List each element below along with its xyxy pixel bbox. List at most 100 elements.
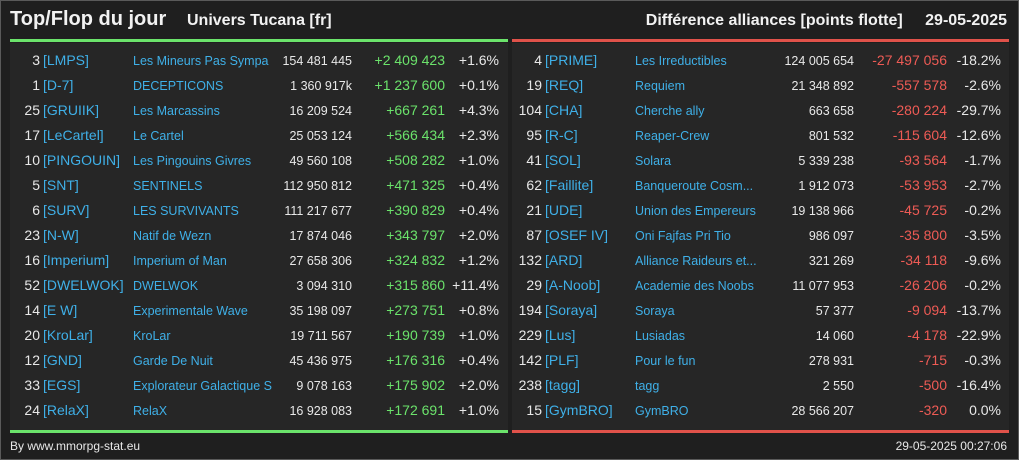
alliance-tag-link[interactable]: [REQ]	[545, 77, 584, 93]
rank-cell: 33	[24, 377, 40, 393]
points-cell: 1 360 917k	[290, 79, 352, 93]
table-row: 29 [A-Noob] Academie des Noobs 11 077 953 -2…	[512, 273, 1009, 298]
alliance-tag-link[interactable]: [SURV]	[43, 202, 90, 218]
alliance-tag-link[interactable]: [SOL]	[545, 152, 581, 168]
alliance-name-link[interactable]: DWELWOK	[133, 279, 199, 293]
diff-cell: +471 325	[386, 177, 445, 193]
alliance-name-link[interactable]: Explorateur Galactique S	[133, 379, 272, 393]
alliance-name-link[interactable]: Solara	[635, 154, 672, 168]
alliance-name-link[interactable]: GymBRO	[635, 404, 689, 418]
alliance-name-link[interactable]: Les Mineurs Pas Sympa	[133, 54, 269, 68]
table-row: 52 [DWELWOK] DWELWOK 3 094 310 +315 860 +11.4…	[10, 273, 508, 298]
diff-cell: -320	[918, 402, 947, 418]
alliance-name-link[interactable]: Union des Empereurs	[635, 204, 756, 218]
points-cell: 5 339 238	[798, 154, 854, 168]
alliance-name-link[interactable]: Experimentale Wave	[133, 304, 248, 318]
table-row: 95 [R-C] Reaper-Crew 801 532 -115 604 -12.6%	[512, 123, 1009, 148]
diff-cell: -115 604	[892, 127, 947, 143]
alliance-tag-link[interactable]: [D-7]	[43, 77, 74, 93]
alliance-tag-link[interactable]: [SNT]	[43, 177, 79, 193]
alliance-tag-link[interactable]: [UDE]	[545, 202, 583, 218]
alliance-name-link[interactable]: Garde De Nuit	[133, 354, 213, 368]
table-row: 238 [tagg] tagg 2 550 -500 -16.4%	[512, 373, 1009, 398]
diff-cell: -715	[918, 352, 947, 368]
table-row: 20 [KroLar] KroLar 19 711 567 +190 739 +1.0%	[10, 323, 508, 348]
rank-cell: 194	[518, 302, 542, 318]
alliance-name-link[interactable]: tagg	[635, 379, 660, 393]
alliance-name-link[interactable]: Les Marcassins	[133, 104, 220, 118]
alliance-name-link[interactable]: Oni Fajfas Pri Tio	[635, 229, 731, 243]
alliance-name-link[interactable]: Soraya	[635, 304, 675, 318]
alliance-tag-link[interactable]: [KroLar]	[43, 327, 93, 343]
universe-label: Univers Tucana [fr]	[187, 12, 332, 29]
rank-cell: 25	[24, 102, 40, 118]
alliance-name-link[interactable]: RelaX	[133, 404, 168, 418]
table-row: 33 [EGS] Explorateur Galactique S 9 078 163…	[10, 373, 508, 398]
alliance-tag-link[interactable]: [OSEF IV]	[545, 227, 609, 243]
diff-cell: -9 094	[907, 302, 947, 318]
table-row: 104 [CHA] Cherche ally 663 658 -280 224 -29.7…	[512, 98, 1009, 123]
alliance-name-link[interactable]: Cherche ally	[635, 104, 705, 118]
alliance-name-link[interactable]: DECEPTICONS	[133, 79, 224, 93]
alliance-name-link[interactable]: Le Cartel	[133, 129, 184, 143]
alliance-name-link[interactable]: KroLar	[133, 329, 171, 343]
alliance-tag-link[interactable]: [E W]	[43, 302, 78, 318]
alliance-tag-link[interactable]: [RelaX]	[43, 402, 89, 418]
alliance-name-link[interactable]: LES SURVIVANTS	[133, 204, 239, 218]
points-cell: 14 060	[815, 329, 854, 343]
diff-cell: +324 832	[386, 252, 445, 268]
alliance-tag-link[interactable]: [GND]	[43, 352, 82, 368]
alliance-tag-link[interactable]: [Lus]	[545, 327, 576, 343]
percent-cell: +11.4%	[452, 277, 499, 293]
rank-cell: 15	[526, 402, 542, 418]
alliance-tag-link[interactable]: [DWELWOK]	[43, 277, 124, 293]
alliance-tag-link[interactable]: [LMPS]	[43, 52, 89, 68]
points-cell: 1 912 073	[798, 179, 854, 193]
rank-cell: 41	[526, 152, 542, 168]
alliance-name-link[interactable]: Natif de Wezn	[133, 229, 212, 243]
alliance-name-link[interactable]: Lusiadas	[635, 329, 686, 343]
alliance-tag-link[interactable]: [GymBRO]	[545, 402, 613, 418]
alliance-tag-link[interactable]: [PLF]	[545, 352, 579, 368]
alliance-tag-link[interactable]: [R-C]	[545, 127, 578, 143]
alliance-tag-link[interactable]: [PRIME]	[545, 52, 598, 68]
alliance-name-link[interactable]: Requiem	[635, 79, 686, 93]
diff-cell: +566 434	[386, 127, 445, 143]
diff-cell: +315 860	[386, 277, 445, 293]
alliance-tag-link[interactable]: [PINGOUIN]	[43, 152, 121, 168]
date-label: 29-05-2025	[925, 12, 1007, 29]
alliance-name-link[interactable]: Reaper-Crew	[635, 129, 710, 143]
alliance-name-link[interactable]: Banqueroute Cosm...	[635, 179, 754, 193]
page-title: Top/Flop du jour	[10, 8, 167, 30]
percent-cell: +1.0%	[458, 152, 499, 168]
percent-cell: -18.2%	[956, 52, 1001, 68]
alliance-tag-link[interactable]: [EGS]	[43, 377, 81, 393]
rank-cell: 16	[24, 252, 40, 268]
alliance-tag-link[interactable]: [GRUIIK]	[43, 102, 100, 118]
percent-cell: +2.0%	[458, 377, 499, 393]
rank-cell: 10	[24, 152, 40, 168]
alliance-tag-link[interactable]: [ARD]	[545, 252, 583, 268]
rank-cell: 14	[24, 302, 40, 318]
alliance-tag-link[interactable]: [N-W]	[43, 227, 79, 243]
alliance-tag-link[interactable]: [A-Noob]	[545, 277, 601, 293]
rank-cell: 3	[32, 52, 40, 68]
alliance-name-link[interactable]: Les Irreductibles	[635, 54, 727, 68]
alliance-name-link[interactable]: Imperium of Man	[133, 254, 227, 268]
alliance-tag-link[interactable]: [Imperium]	[43, 252, 110, 268]
alliance-name-link[interactable]: Alliance Raideurs et...	[635, 254, 757, 268]
alliance-tag-link[interactable]: [LeCartel]	[43, 127, 104, 143]
alliance-name-link[interactable]: Academie des Noobs	[635, 279, 754, 293]
rank-cell: 19	[526, 77, 542, 93]
alliance-tag-link[interactable]: [Faillite]	[545, 177, 594, 193]
alliance-tag-link[interactable]: [Soraya]	[545, 302, 598, 318]
alliance-tag-link[interactable]: [CHA]	[545, 102, 583, 118]
alliance-name-link[interactable]: Pour le fun	[635, 354, 696, 368]
points-cell: 16 209 524	[289, 104, 352, 118]
top-gainers-table: 3 [LMPS] Les Mineurs Pas Sympa 154 481 445 +…	[10, 43, 508, 430]
points-cell: 2 550	[822, 379, 854, 393]
alliance-name-link[interactable]: SENTINELS	[133, 179, 203, 193]
alliance-tag-link[interactable]: [tagg]	[545, 377, 581, 393]
alliance-name-link[interactable]: Les Pingouins Givres	[133, 154, 252, 168]
percent-cell: -0.2%	[964, 202, 1001, 218]
